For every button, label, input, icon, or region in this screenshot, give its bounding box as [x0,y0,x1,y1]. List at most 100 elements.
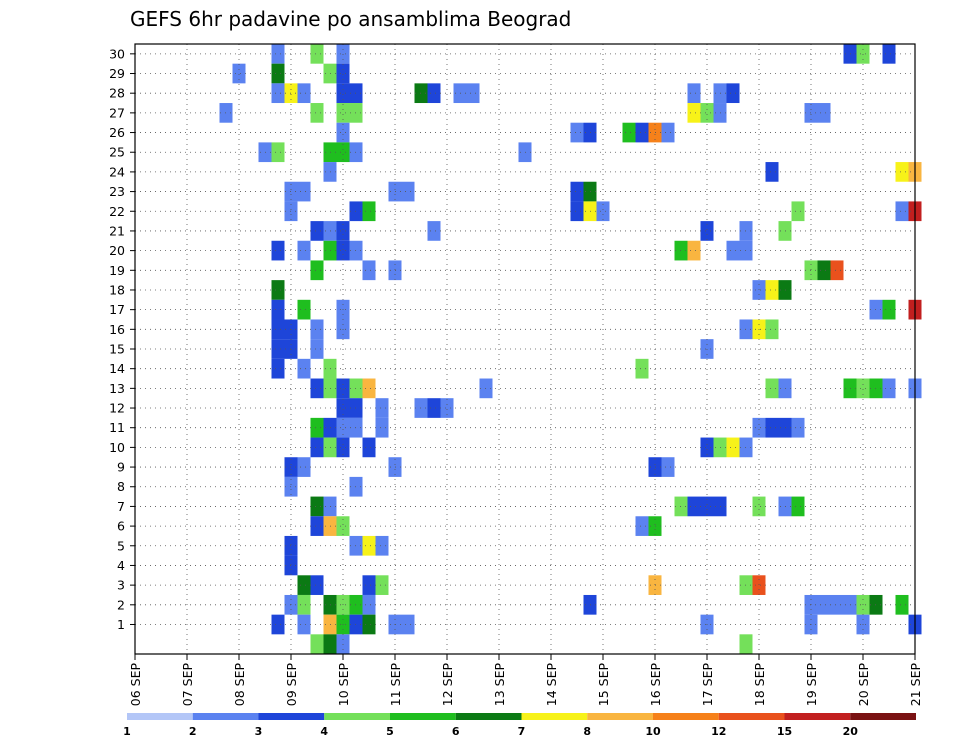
heatmap-cell [570,122,584,143]
heatmap-cell [817,103,831,123]
heatmap-cell [635,358,649,379]
y-tick-label: 25 [109,145,125,160]
y-tick-label: 9 [117,460,125,475]
colorbar-swatch [587,713,653,720]
x-tick-label: 17 SEP [700,663,715,707]
heatmap-cell [336,83,350,104]
y-tick-label: 8 [117,479,125,494]
y-tick-label: 23 [109,184,125,199]
x-tick-label: 16 SEP [648,663,663,707]
heatmap-cell [687,103,701,123]
heatmap-cell [700,103,714,123]
heatmap-cell [726,83,740,104]
heatmap-cell [362,378,376,399]
heatmap-cell [752,575,766,595]
heatmap-cell [271,319,285,340]
y-tick-label: 3 [117,578,125,593]
heatmap-cell [765,280,779,300]
heatmap-cell [375,575,389,595]
heatmap-cell [882,378,896,399]
x-tick-label: 13 SEP [492,663,507,707]
heatmap-cell [661,122,675,143]
y-tick-label: 1 [117,617,125,632]
heatmap-cell [817,260,831,281]
y-tick-label: 18 [109,282,125,297]
colorbar-swatch [192,713,259,720]
y-tick-label: 21 [109,223,125,238]
heatmap-cell [323,634,337,654]
heatmap-cell [817,594,831,615]
heatmap-cell [336,417,350,438]
heatmap-cell [336,398,350,418]
heatmap-cell [271,358,285,379]
heatmap-cell [336,240,350,261]
heatmap-cell [310,221,324,241]
colorbar-label: 3 [255,725,263,738]
heatmap-cell [297,614,311,635]
colorbar-swatch [455,713,522,720]
colorbar-swatch [521,713,588,720]
x-tick-label: 10 SEP [336,663,351,707]
heatmap-cell [310,575,324,595]
colorbar-label: 12 [711,725,726,738]
heatmap-cell [856,44,870,64]
y-tick-label: 15 [109,342,125,357]
heatmap-cell [310,44,324,64]
x-tick-label: 12 SEP [440,663,455,707]
x-tick-label: 20 SEP [856,663,871,707]
heatmap-cell [336,122,350,143]
heatmap-cell [297,240,311,261]
colorbar-label: 4 [320,725,328,738]
heatmap-cell [271,339,285,359]
heatmap-cell [362,614,376,635]
heatmap-cell [362,535,376,556]
heatmap-cell [427,83,441,104]
heatmap-cell [687,496,701,517]
heatmap-cell [271,83,285,104]
heatmap-cell [362,260,376,281]
y-tick-label: 29 [109,66,125,81]
y-tick-label: 28 [109,86,125,101]
grid-lines [135,44,915,654]
heatmap-cell [375,417,389,438]
heatmap-cell [687,240,701,261]
heatmap-cell [362,201,376,222]
heatmap-cell [791,201,805,222]
heatmap-cell [336,437,350,458]
heatmap-cells [219,44,922,654]
y-axis-ticks: 1234567891011121314151617181920212223242… [109,46,135,632]
x-tick-label: 11 SEP [388,663,403,707]
heatmap-cell [336,44,350,64]
colorbar-label: 10 [645,725,661,738]
heatmap-cell [375,535,389,556]
colorbar-swatch [390,713,456,720]
chart-title: GEFS 6hr padavine po ansamblima Beograd [130,7,571,31]
heatmap-cell [440,398,454,418]
heatmap-cell [336,103,350,123]
heatmap-cell [271,614,285,635]
heatmap-cell [310,516,324,536]
colorbar-swatch [127,713,193,720]
heatmap-cell [635,122,649,143]
y-tick-label: 17 [109,302,125,317]
heatmap-cell [232,63,246,84]
heatmap-cell [271,280,285,300]
colorbar-swatch [850,713,916,720]
x-tick-label: 08 SEP [232,663,247,707]
y-tick-label: 7 [117,499,125,514]
heatmap-cell [687,83,701,104]
heatmap-cell [427,398,441,418]
y-tick-label: 24 [109,164,125,179]
y-tick-label: 20 [109,243,125,258]
heatmap-cell [375,398,389,418]
heatmap-cell [427,221,441,241]
y-tick-label: 12 [109,401,125,416]
heatmap-cell [271,299,285,320]
colorbar-label: 7 [518,725,526,738]
heatmap-cell [362,575,376,595]
colorbar-swatch [258,713,325,720]
heatmap-cell [765,162,779,182]
heatmap-cell [271,63,285,84]
x-tick-label: 15 SEP [596,663,611,707]
